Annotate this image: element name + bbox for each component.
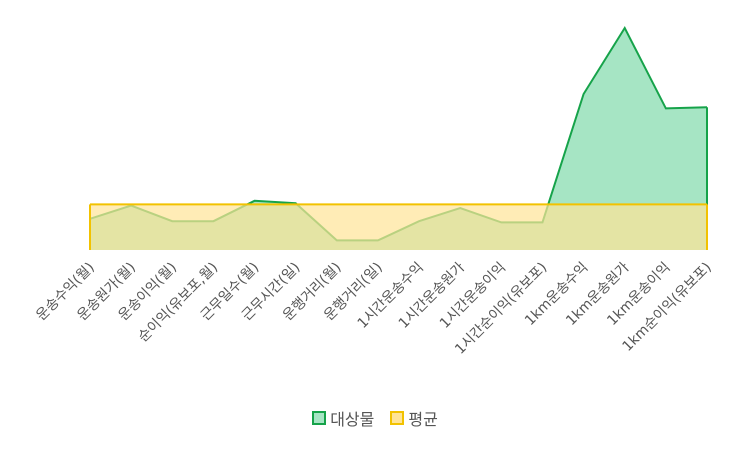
- series-2-area: [90, 204, 707, 250]
- legend-label-series-1: 대상물: [330, 410, 375, 429]
- x-axis-labels: 운송수익(월)운송원가(월)운송이익(월)순이익(유보포,월)근무일수(월)근무…: [33, 259, 715, 357]
- legend-swatch-series-2: [390, 411, 405, 425]
- series-1-area: [90, 28, 707, 250]
- legend-item-series-2[interactable]: 평균: [390, 406, 438, 430]
- legend-label-series-2: 평균: [408, 410, 438, 429]
- legend-item-series-1[interactable]: 대상물: [312, 406, 374, 430]
- chart: 운송수익(월)운송원가(월)운송이익(월)순이익(유보포,월)근무일수(월)근무…: [33, 25, 715, 358]
- chart-areas: [89, 25, 708, 250]
- legend-swatch-series-1: [312, 411, 327, 425]
- legend: 대상물 평균: [0, 406, 750, 430]
